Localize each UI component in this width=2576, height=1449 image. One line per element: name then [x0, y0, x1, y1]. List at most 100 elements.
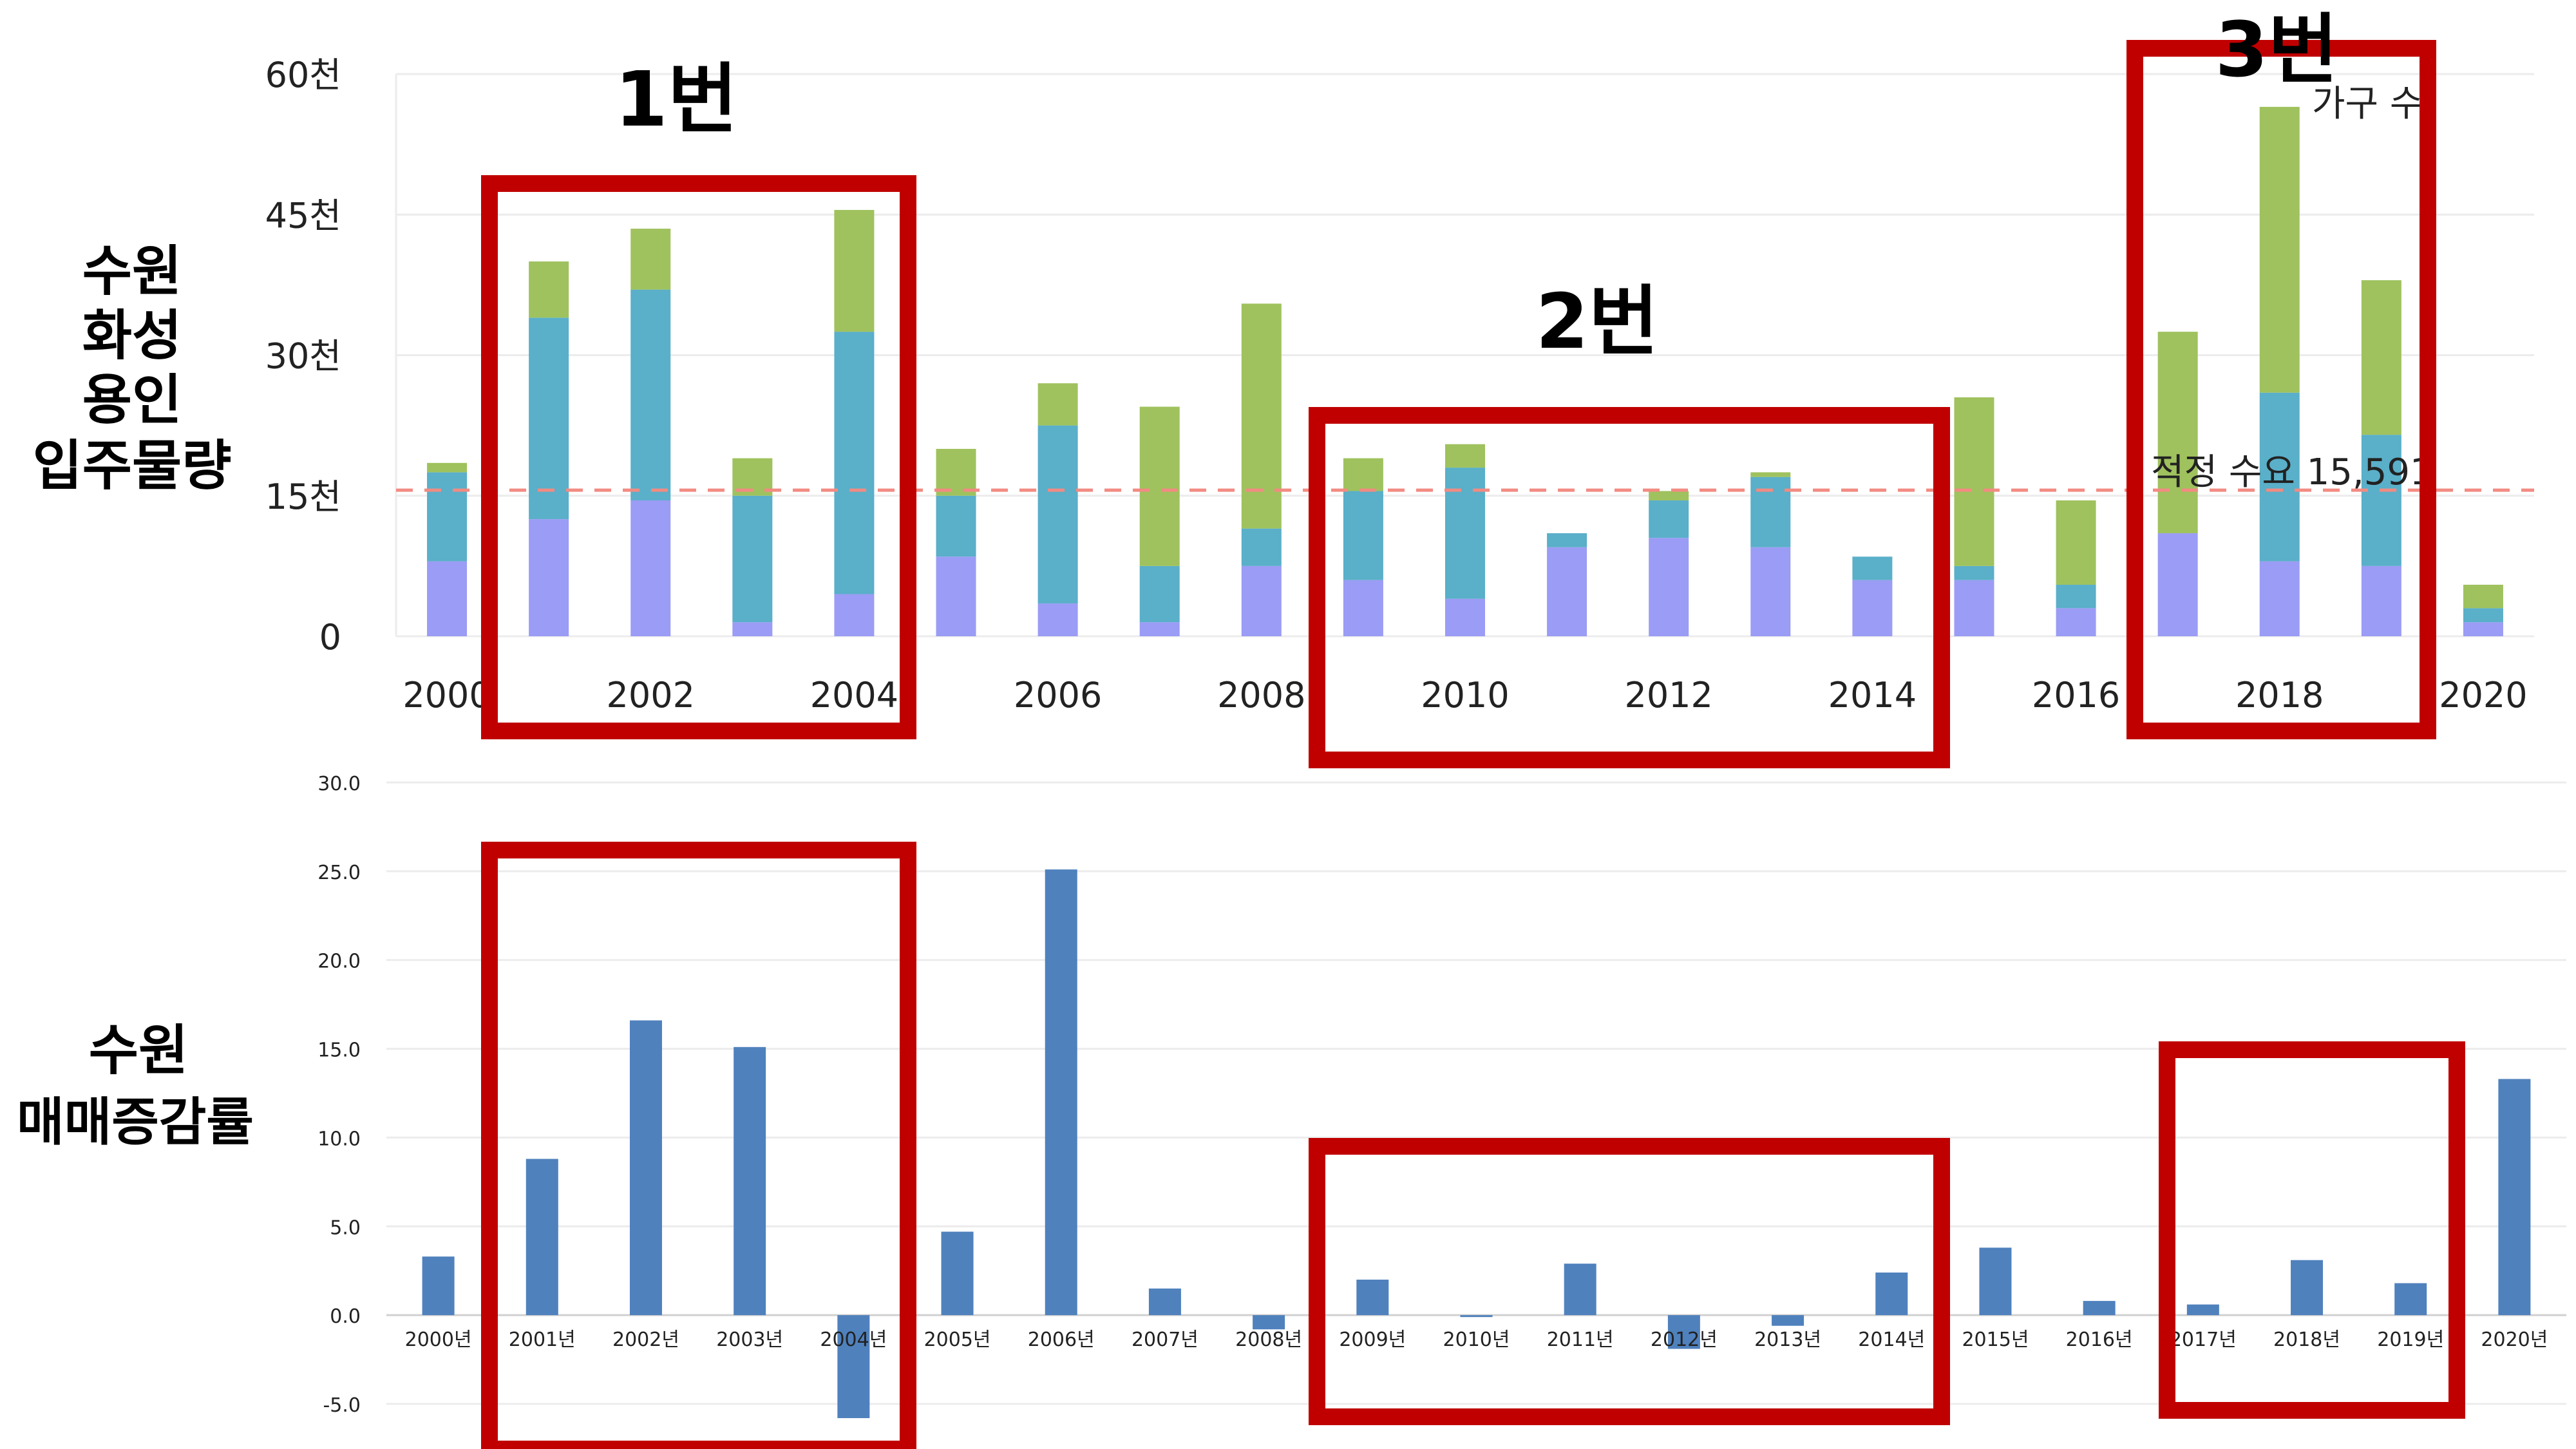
- top-bar-segment: [1750, 472, 1791, 477]
- top-bar-segment: [2157, 332, 2198, 533]
- top-side-label-line-1: 수원: [82, 240, 182, 303]
- bottom-x-tick-label: 2006년: [1028, 1329, 1095, 1351]
- top-bar-segment: [427, 472, 468, 562]
- bottom-bars: [422, 869, 2531, 1419]
- bottom-bar: [1148, 1288, 1181, 1316]
- top-bar-segment: [1037, 425, 1078, 604]
- top-bar-segment: [1241, 565, 1282, 636]
- top-side-label-line-2: 화성: [82, 304, 182, 367]
- top-side-label: 수원 화성 용인 입주물량: [32, 240, 231, 497]
- top-x-tick-label: 2014: [1828, 675, 1917, 715]
- bottom-x-tick-label: 2000년: [405, 1329, 472, 1351]
- top-x-tick-label: 2006: [1014, 675, 1102, 715]
- top-bar-segment: [834, 594, 875, 636]
- top-bar-segment: [1852, 556, 1893, 580]
- top-x-tick-label: 2016: [2032, 675, 2120, 715]
- bottom-side-label-line-2: 매매증감률: [17, 1092, 254, 1152]
- bottom-x-tick-label: 2012년: [1651, 1329, 1718, 1351]
- top-x-tick-label: 2010: [1421, 675, 1509, 715]
- bottom-bar: [1979, 1247, 2012, 1316]
- top-bar-segment: [2463, 584, 2503, 609]
- top-bar-segment: [1750, 547, 1791, 636]
- top-bar-segment: [1343, 458, 1383, 491]
- top-x-tick-label: 2000: [402, 675, 491, 715]
- top-bar-segment: [2056, 608, 2096, 636]
- bottom-x-tick-label: 2002년: [612, 1329, 679, 1351]
- top-bar-segment: [2259, 106, 2300, 393]
- bottom-bar: [2291, 1260, 2324, 1316]
- top-box-2: [1309, 407, 1950, 768]
- top-x-tick-label: 2012: [1624, 675, 1712, 715]
- top-bar-segment: [1445, 468, 1485, 599]
- bottom-x-tick-label: 2008년: [1235, 1329, 1302, 1351]
- bottom-x-tick-label: 2010년: [1443, 1329, 1510, 1351]
- top-bar-segment: [1954, 565, 1994, 580]
- top-y-tick-label: 0: [319, 617, 341, 658]
- top-stacked-bar-chart: 적정 수요 15,591 가구 수 0 15천 30천 45천 60천 2000 2002…: [265, 55, 2534, 715]
- top-bar-segment: [1649, 500, 1689, 538]
- top-bar-segment: [1954, 580, 1994, 636]
- top-bar-segment: [1852, 580, 1893, 636]
- top-bars: [427, 106, 2503, 636]
- bottom-x-tick-label: 2001년: [509, 1329, 576, 1351]
- top-bar-segment: [2157, 533, 2198, 636]
- top-box-1: [481, 175, 916, 739]
- bottom-bar: [422, 1256, 455, 1316]
- bottom-box-2: [1309, 1138, 1950, 1425]
- top-bar-segment: [630, 229, 671, 290]
- top-x-tick-label: 2020: [2439, 675, 2527, 715]
- top-bar-segment: [2463, 608, 2503, 623]
- top-y-tick-label: 60천: [265, 55, 341, 95]
- bottom-x-tick-label: 2016년: [2066, 1329, 2133, 1351]
- top-bar-segment: [427, 462, 468, 473]
- top-bar-segment: [936, 556, 976, 636]
- bottom-y-tick-labels: 30.0 25.0 20.0 15.0 10.0 5.0 0.0 -5.0: [317, 773, 361, 1417]
- bottom-y-tick-label: 10.0: [317, 1128, 361, 1150]
- bottom-y-tick-label: 15.0: [317, 1039, 361, 1062]
- bottom-x-tick-label: 2003년: [716, 1329, 783, 1351]
- bottom-x-tick-label: 2017년: [2170, 1329, 2237, 1351]
- top-box-3: [2126, 40, 2436, 739]
- legend-text: 가구 수: [2312, 83, 2423, 125]
- top-bar-segment: [2056, 584, 2096, 609]
- top-bar-segment: [1750, 477, 1791, 547]
- bottom-bar-chart: 30.0 25.0 20.0 15.0 10.0 5.0 0.0 -5.0 2000년 2001…: [317, 773, 2566, 1419]
- bottom-bar: [734, 1046, 766, 1316]
- top-bar-segment: [1037, 603, 1078, 636]
- top-x-tick-label: 2008: [1217, 675, 1305, 715]
- top-bar-segment: [732, 495, 773, 623]
- top-bar-segment: [630, 289, 671, 501]
- bottom-x-tick-label: 2011년: [1547, 1329, 1614, 1351]
- top-side-label-line-4: 입주물량: [32, 434, 231, 497]
- top-bar-segment: [1547, 547, 1587, 636]
- top-x-tick-label: 2002: [607, 675, 695, 715]
- bottom-bar: [1772, 1315, 1804, 1326]
- bottom-bar: [837, 1315, 870, 1419]
- top-side-label-line-3: 용인: [82, 368, 182, 431]
- top-bar-segment: [732, 622, 773, 636]
- top-bar-segment: [936, 495, 976, 557]
- top-bar-segment: [2259, 561, 2300, 636]
- top-bar-segment: [2463, 622, 2503, 636]
- bottom-bar: [2083, 1301, 2116, 1316]
- bottom-x-tick-label: 2015년: [1962, 1329, 2029, 1351]
- bottom-y-tick-label: 30.0: [317, 773, 361, 795]
- highlight-boxes: [481, 40, 2465, 1449]
- bottom-side-label: 수원 매매증감률: [17, 1019, 254, 1152]
- bottom-bar: [1460, 1315, 1493, 1318]
- top-bar-segment: [2056, 500, 2096, 585]
- bottom-y-tick-label: 0.0: [330, 1305, 361, 1328]
- top-bar-segment: [936, 449, 976, 496]
- bottom-x-tick-label: 2014년: [1858, 1329, 1925, 1351]
- annotation-box-1: 1번: [615, 55, 738, 144]
- top-bar-segment: [2361, 280, 2401, 435]
- bottom-bar: [2394, 1283, 2427, 1316]
- top-bar-segment: [529, 261, 569, 318]
- bottom-x-tick-label: 2007년: [1132, 1329, 1198, 1351]
- bottom-y-tick-label: 25.0: [317, 862, 361, 884]
- top-bar-segment: [1649, 538, 1689, 636]
- bottom-x-tick-label: 2020년: [2481, 1329, 2548, 1351]
- bottom-y-tick-label: -5.0: [323, 1394, 361, 1417]
- top-y-tick-label: 30천: [265, 336, 341, 377]
- top-bar-segment: [1445, 444, 1485, 468]
